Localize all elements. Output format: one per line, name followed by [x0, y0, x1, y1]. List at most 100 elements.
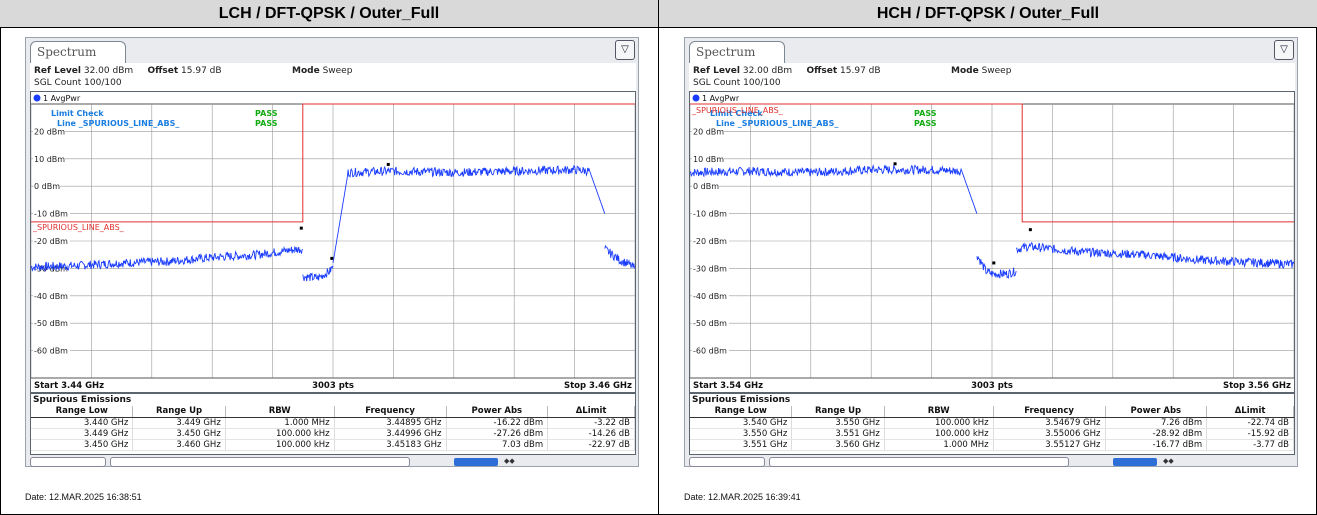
table-cell: -15.92 dB	[1206, 428, 1294, 440]
limit-line-name: _SPURIOUS_LINE_ABS_	[691, 106, 784, 115]
y-tick-label: 0 dBm	[693, 182, 719, 191]
table-cell: 3.550 GHz	[791, 417, 885, 429]
stop-frequency-label: Stop 3.46 GHz	[564, 381, 632, 391]
col-header: Range Low	[31, 406, 134, 418]
status-bar: ◆◆	[689, 457, 1295, 467]
col-header: Range Up	[791, 406, 885, 418]
capture-date: Date: 12.MAR.2025 16:38:51	[25, 492, 142, 502]
display-config-icon[interactable]: ▽	[1274, 40, 1294, 60]
table-cell: 3.560 GHz	[791, 439, 885, 451]
offset-value: 15.97 dB	[181, 66, 222, 76]
points-label: 3003 pts	[312, 381, 354, 391]
peak-marker	[992, 261, 996, 265]
table-row: 3.550 GHz 3.551 GHz 100.000 kHz 3.55006 …	[690, 428, 1294, 440]
limit-line-name: _SPURIOUS_LINE_ABS_	[32, 223, 125, 232]
trace-label: 1 AvgPwr	[692, 94, 740, 103]
panel-title: LCH / DFT-QPSK / Outer_Full	[0, 0, 658, 28]
tick-label-bg	[33, 208, 70, 218]
y-tick-label: -10 dBm	[693, 210, 727, 219]
tick-label-bg	[692, 318, 729, 328]
capture-date: Date: 12.MAR.2025 16:39:41	[684, 492, 801, 502]
ref-level-label: Ref Level	[693, 66, 740, 76]
trace-dot-icon	[33, 94, 41, 102]
spurious-emissions-table: Spurious Emissions Range Low Range Up RB…	[30, 393, 636, 455]
measurement-settings: Ref Level 32.00 dBm Offset 15.97 dB Mode…	[30, 63, 636, 91]
limit-line-label: Line _SPURIOUS_LINE_ABS_	[57, 119, 179, 128]
y-tick-label: -60 dBm	[693, 347, 727, 356]
y-tick-label: -50 dBm	[34, 319, 68, 328]
display-config-icon[interactable]: ▽	[615, 40, 635, 60]
table-cell: 1.000 MHz	[884, 439, 994, 451]
spectrum-plot: 1 AvgPwr 20 dBm 10 dBm 0 dBm -10 dBm -20 dBm -…	[689, 91, 1295, 393]
tick-label-bg	[692, 263, 729, 273]
y-tick-label: 0 dBm	[34, 182, 60, 191]
y-tick-label: -50 dBm	[693, 319, 727, 328]
mode-value: Sweep	[981, 66, 1012, 76]
status-message-box[interactable]	[769, 457, 1069, 467]
table-cell: -27.26 dBm	[446, 428, 549, 440]
table-row: 3.540 GHz 3.550 GHz 100.000 kHz 3.54679 …	[690, 417, 1294, 429]
table-row: 3.450 GHz 3.460 GHz 100.000 kHz 3.45183 …	[31, 439, 635, 451]
offset-label: Offset	[147, 66, 179, 76]
panel-hch: HCH / DFT-QPSK / Outer_Full Spectrum ▽ R…	[659, 0, 1317, 515]
peak-marker	[386, 162, 390, 166]
y-tick-label: 10 dBm	[34, 155, 65, 164]
status-message-box[interactable]	[110, 457, 410, 467]
table-cell: 3.44895 GHz	[334, 417, 447, 429]
table-cell: 100.000 kHz	[884, 428, 994, 440]
tick-label-bg	[33, 236, 70, 245]
tick-label-bg	[692, 208, 729, 218]
tick-label-bg	[692, 181, 719, 191]
spectrum-tab[interactable]: Spectrum	[30, 41, 126, 63]
trace-label-text: 1 AvgPwr	[702, 94, 740, 103]
table-cell: -16.77 dBm	[1105, 439, 1208, 451]
limit-line	[690, 103, 1294, 223]
y-tick-label: -10 dBm	[34, 210, 68, 219]
table-cell: 3.460 GHz	[132, 439, 226, 451]
table-cell: 1.000 MHz	[225, 417, 335, 429]
status-indicator-icon: ◆◆	[504, 457, 515, 465]
axis-footer-bg	[31, 378, 635, 392]
grid	[690, 104, 1294, 379]
spectrum-tab[interactable]: Spectrum	[689, 41, 785, 63]
tick-label-bg	[33, 126, 65, 136]
status-box[interactable]	[689, 457, 765, 467]
table-row: 3.449 GHz 3.450 GHz 100.000 kHz 3.44996 …	[31, 428, 635, 440]
col-header: Power Abs	[446, 406, 549, 418]
peak-marker	[330, 256, 334, 260]
sgl-count: SGL Count 100/100	[34, 78, 122, 88]
table-cell: -28.92 dBm	[1105, 428, 1208, 440]
table-cell: 3.55006 GHz	[993, 428, 1106, 440]
table-cell: 3.450 GHz	[132, 428, 226, 440]
limit-check-status: PASS	[914, 109, 937, 118]
limit-check-label: Limit Check	[710, 109, 763, 118]
limit-check-status: PASS	[255, 109, 278, 118]
table-cell: 3.551 GHz	[791, 428, 885, 440]
peak-marker	[1028, 228, 1032, 232]
start-frequency-label: Start 3.54 GHz	[693, 381, 763, 391]
table-cell: 3.54679 GHz	[993, 417, 1106, 429]
offset-label: Offset	[806, 66, 838, 76]
panel-title: HCH / DFT-QPSK / Outer_Full	[659, 0, 1317, 28]
measuring-progress-bar	[454, 458, 498, 466]
sgl-count: SGL Count 100/100	[693, 78, 781, 88]
table-header-row: Range Low Range Up RBW Frequency Power A…	[31, 406, 635, 418]
tick-label-bg	[33, 345, 70, 355]
table-cell: 7.03 dBm	[446, 439, 549, 451]
status-box[interactable]	[30, 457, 106, 467]
table-cell: 3.551 GHz	[690, 439, 793, 451]
points-label: 3003 pts	[971, 381, 1013, 391]
status-indicator-icon: ◆◆	[1163, 457, 1174, 465]
y-tick-label: 20 dBm	[693, 127, 724, 136]
table-cell: 100.000 kHz	[225, 428, 335, 440]
y-tick-label: -40 dBm	[693, 292, 727, 301]
table-header-row: Range Low Range Up RBW Frequency Power A…	[690, 406, 1294, 418]
table-cell: -14.26 dB	[547, 428, 635, 440]
table-cell: -16.22 dBm	[446, 417, 549, 429]
table-cell: 100.000 kHz	[225, 439, 335, 451]
y-tick-label: -40 dBm	[34, 292, 68, 301]
table-cell: -22.97 dB	[547, 439, 635, 451]
spectrum-plot: 1 AvgPwr 20 dBm 10 dBm 0 dBm -10 dBm -20 dBm -…	[30, 91, 636, 393]
col-header: RBW	[884, 406, 994, 418]
col-header: ΔLimit	[547, 406, 635, 418]
